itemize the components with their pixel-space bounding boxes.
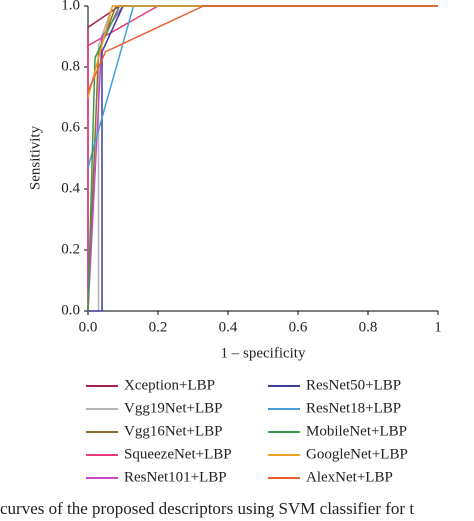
roc-line — [87, 5, 438, 92]
legend-label: SqueezeNet+LBP — [124, 446, 232, 462]
y-tick-label: 0.6 — [61, 119, 80, 135]
legend-label: Xception+LBP — [124, 377, 215, 393]
legend-label: ResNet50+LBP — [306, 377, 401, 393]
x-tick-label: 1 — [434, 319, 442, 335]
legend-label: Vgg19Net+LBP — [124, 400, 222, 416]
roc-line — [87, 5, 438, 311]
roc-line — [87, 5, 438, 98]
x-axis-label: 1 – specificity — [221, 345, 306, 361]
x-tick-label: 0.8 — [359, 319, 378, 335]
y-tick-label: 0.0 — [61, 302, 80, 318]
y-tick-label: 0.2 — [61, 241, 80, 257]
y-axis-label: Sensitivity — [27, 125, 43, 190]
y-tick-label: 1.0 — [61, 0, 80, 13]
x-tick-label: 0.0 — [79, 319, 98, 335]
roc-line — [87, 5, 438, 312]
roc-line — [87, 5, 438, 312]
y-tick-label: 0.8 — [61, 58, 80, 74]
legend-label: ResNet18+LBP — [306, 400, 401, 416]
roc-line — [87, 5, 438, 168]
legend-label: AlexNet+LBP — [306, 469, 393, 485]
caption: curves of the proposed descriptors using… — [0, 499, 414, 518]
roc-line — [88, 5, 438, 312]
x-tick-label: 0.2 — [149, 319, 168, 335]
legend-label: ResNet101+LBP — [124, 469, 227, 485]
y-tick-label: 0.4 — [61, 180, 80, 196]
x-tick-label: 0.4 — [219, 319, 238, 335]
legend-label: MobileNet+LBP — [306, 423, 407, 439]
x-tick-label: 0.6 — [289, 319, 308, 335]
legend-label: GoogleNet+LBP — [306, 446, 408, 462]
roc-line — [88, 5, 438, 312]
roc-line — [87, 5, 438, 311]
roc-line — [87, 5, 438, 312]
legend-label: Vgg16Net+LBP — [124, 423, 222, 439]
